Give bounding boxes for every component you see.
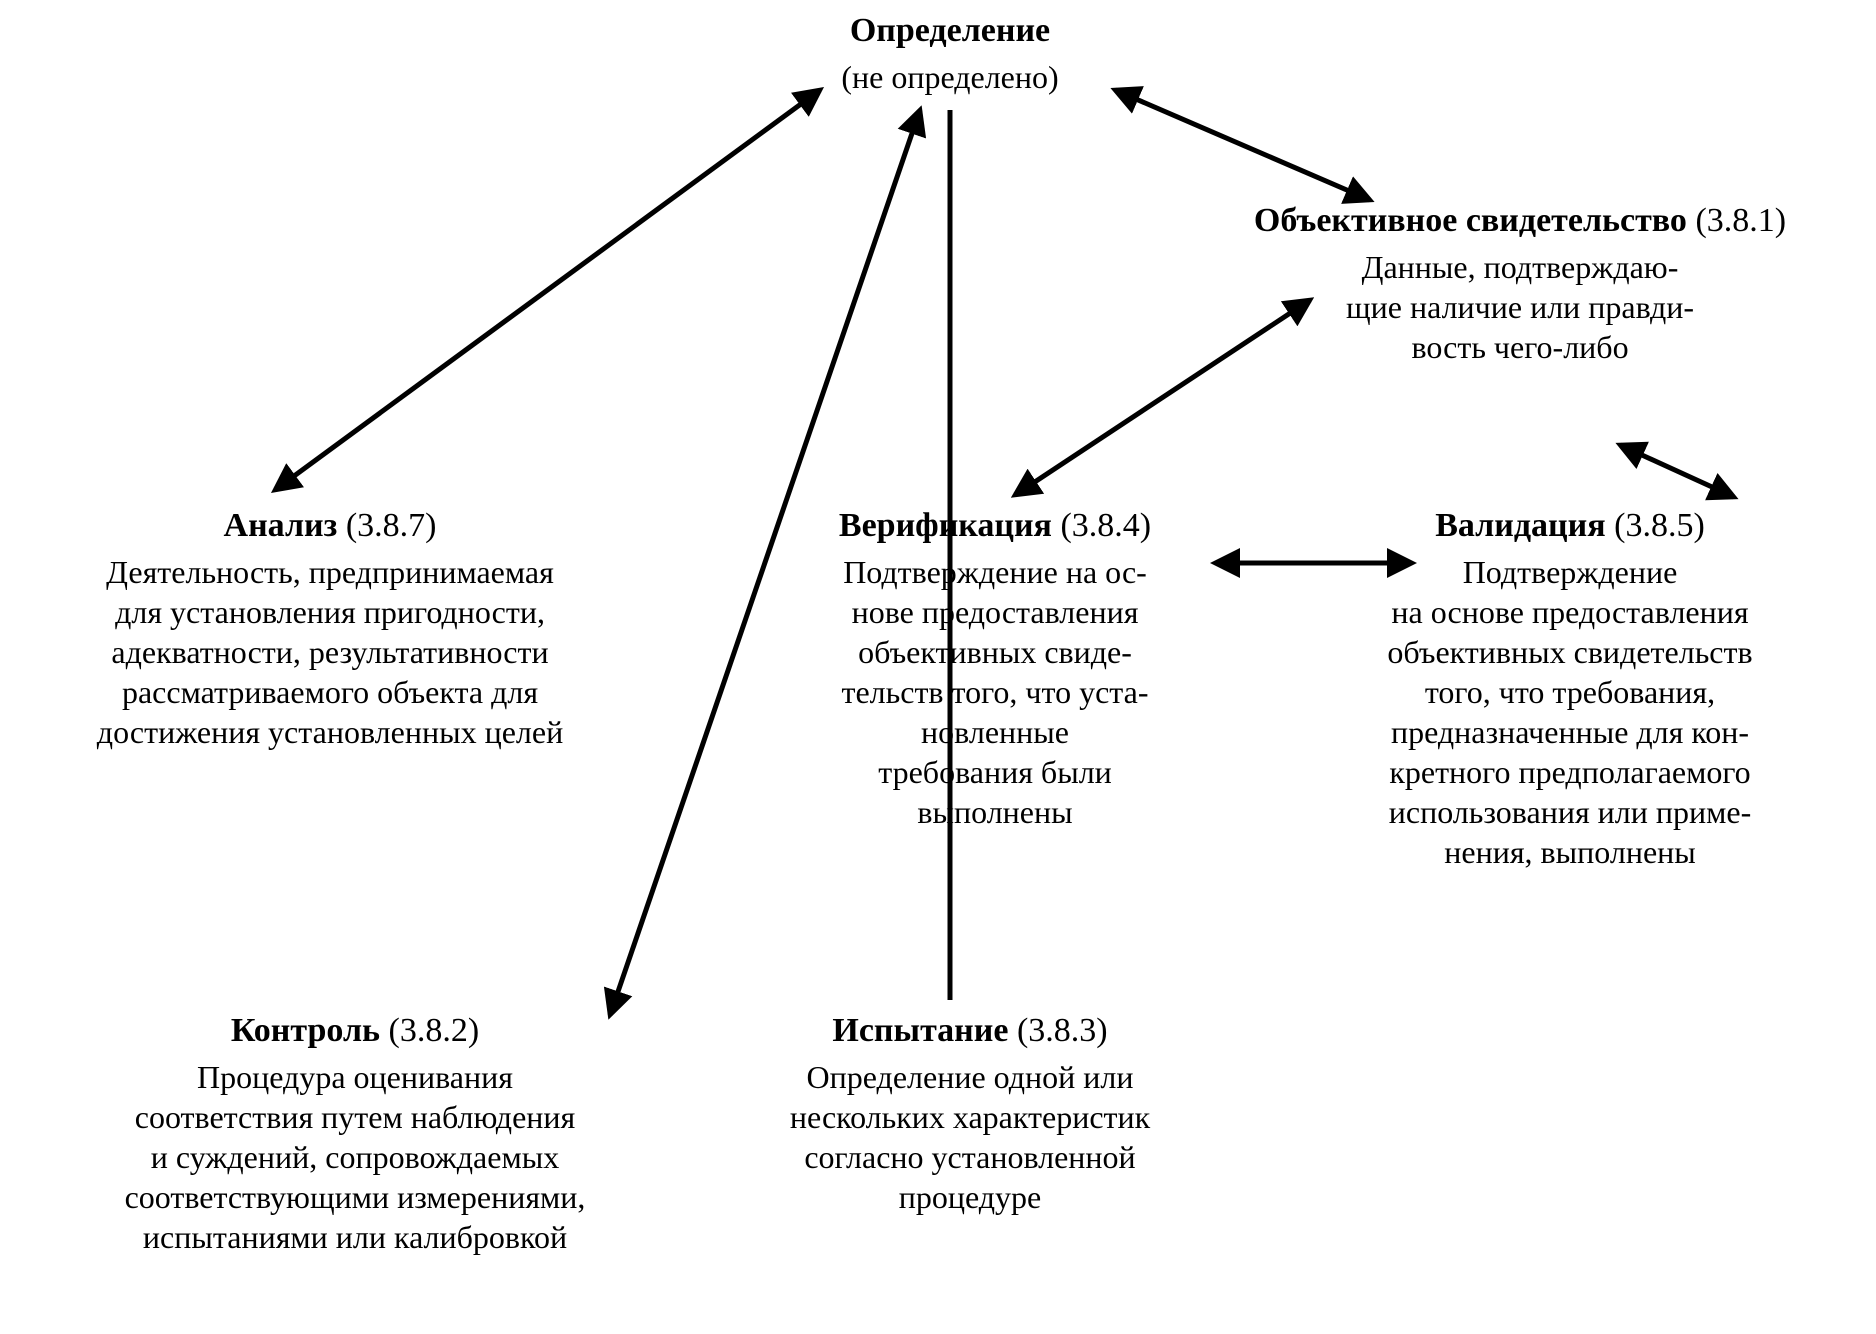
node-verification: Верификация (3.8.4) Подтверждение на ос- … bbox=[770, 505, 1220, 832]
node-desc-objective_evidence: Данные, подтверждаю- щие наличие или пра… bbox=[1240, 247, 1800, 367]
node-ref-analysis: (3.8.7) bbox=[337, 507, 436, 544]
node-title-validation: Валидация bbox=[1435, 507, 1605, 544]
node-desc-analysis: Деятельность, предпринимаемая для устано… bbox=[10, 552, 650, 752]
node-desc-definition: (не определено) bbox=[760, 57, 1140, 97]
node-validation: Валидация (3.8.5) Подтверждение на основе… bbox=[1300, 505, 1840, 872]
node-desc-test: Определение одной или нескольких характе… bbox=[720, 1057, 1220, 1217]
node-desc-verification: Подтверждение на ос- нове предоставления… bbox=[770, 552, 1220, 832]
node-title-objective_evidence: Объективное свидетельство bbox=[1254, 202, 1687, 239]
node-objective_evidence: Объективное свидетельство (3.8.1) Данные,… bbox=[1240, 200, 1800, 367]
node-title-control: Контроль bbox=[231, 1012, 380, 1049]
node-analysis: Анализ (3.8.7) Деятельность, предпринимае… bbox=[10, 505, 650, 752]
node-desc-validation: Подтверждение на основе предоставления о… bbox=[1300, 552, 1840, 872]
node-title-verification: Верификация bbox=[839, 507, 1052, 544]
node-ref-verification: (3.8.4) bbox=[1052, 507, 1151, 544]
node-ref-control: (3.8.2) bbox=[380, 1012, 479, 1049]
node-title-analysis: Анализ bbox=[224, 507, 338, 544]
node-definition: Определение (не определено) bbox=[760, 10, 1140, 97]
node-title-definition: Определение bbox=[850, 12, 1050, 49]
node-control: Контроль (3.8.2) Процедура оценивания соо… bbox=[25, 1010, 685, 1257]
edge-objective_evidence-to-validation bbox=[1620, 445, 1734, 497]
node-ref-objective_evidence: (3.8.1) bbox=[1687, 202, 1786, 239]
node-ref-validation: (3.8.5) bbox=[1606, 507, 1705, 544]
node-ref-test: (3.8.3) bbox=[1008, 1012, 1107, 1049]
node-desc-control: Процедура оценивания соответствия путем … bbox=[25, 1057, 685, 1257]
edge-definition-to-objective_evidence bbox=[1115, 90, 1370, 200]
node-test: Испытание (3.8.3) Определение одной или н… bbox=[720, 1010, 1220, 1217]
node-title-test: Испытание bbox=[832, 1012, 1008, 1049]
edge-definition-to-analysis bbox=[275, 90, 820, 490]
